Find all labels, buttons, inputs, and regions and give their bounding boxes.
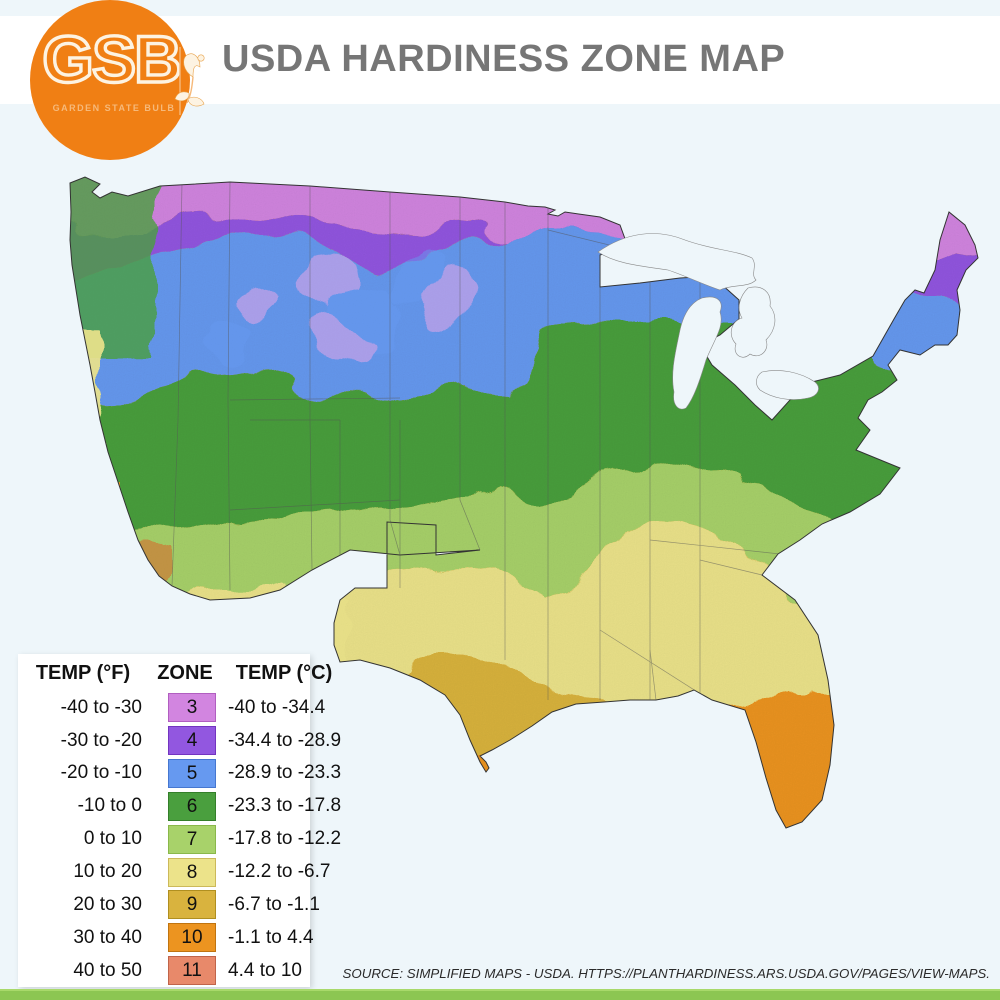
svg-text:B: B xyxy=(134,22,182,96)
svg-text:GARDEN STATE BULB: GARDEN STATE BULB xyxy=(53,103,176,113)
svg-text:S: S xyxy=(92,22,136,96)
svg-text:G: G xyxy=(42,22,93,96)
